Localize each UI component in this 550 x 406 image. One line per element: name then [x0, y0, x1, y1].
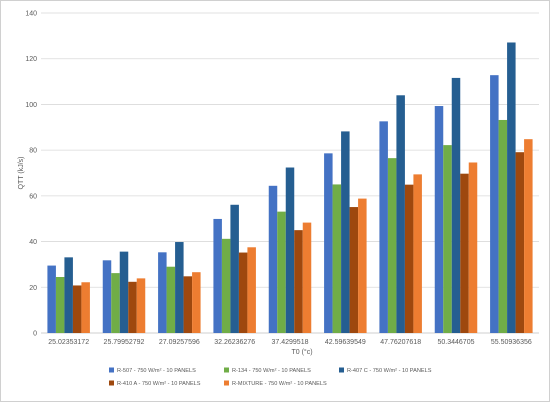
x-tick-label: 37.4299518 — [272, 339, 309, 346]
bar-2-9 — [498, 119, 508, 333]
bar-3-5 — [285, 167, 295, 333]
y-tick-label: 120 — [25, 56, 37, 63]
bar-4-3 — [183, 276, 193, 333]
x-tick-label: 25.02353172 — [48, 339, 89, 346]
bar-1-2 — [102, 260, 112, 333]
bar-2-3 — [166, 266, 176, 333]
x-tick-labels: 25.02353172 25.79952792 27.09257596 32.2623… — [48, 339, 532, 346]
y-tick-label: 100 — [25, 102, 37, 109]
bar-4-8 — [460, 173, 469, 333]
bar-1-9 — [490, 75, 499, 334]
bar-5-8 — [468, 162, 478, 333]
bar-5-2 — [136, 278, 146, 333]
bar-1-5 — [268, 185, 278, 333]
legend-label: R-407 C - 750 W/m² - 10 PANELS — [347, 368, 432, 374]
bar-1-6 — [324, 153, 333, 333]
bar-4-7 — [404, 184, 414, 333]
bar-5-3 — [192, 272, 201, 333]
bar-3-9 — [507, 42, 516, 333]
legend-label: R-507 - 750 W/m² - 10 PANELS — [117, 368, 196, 374]
bar-4-6 — [349, 207, 359, 333]
bar-1-3 — [158, 252, 167, 333]
legend: R-507 - 750 W/m² - 10 PANELS R-134 - 750 … — [109, 367, 432, 387]
bar-4-1 — [72, 285, 82, 333]
x-tick-label: 42.59639549 — [325, 339, 366, 346]
bar-1-8 — [434, 106, 444, 334]
x-tick-label: 25.79952792 — [104, 339, 145, 346]
x-axis-title: T0 (°c) — [291, 348, 312, 356]
bar-5-7 — [413, 174, 422, 333]
bar-1-7 — [379, 121, 388, 333]
y-tick-label: 80 — [29, 148, 37, 155]
bar-4-9 — [515, 152, 525, 333]
bar-3-2 — [119, 251, 129, 333]
bar-5-5 — [302, 222, 312, 333]
x-tick-label: 32.26236276 — [214, 339, 255, 346]
y-tick-label: 20 — [29, 285, 37, 292]
bar-5-9 — [524, 139, 533, 333]
bar-1-1 — [47, 265, 56, 333]
bar-3-1 — [64, 257, 73, 333]
bar-4-4 — [238, 252, 248, 333]
legend-label: R-134 - 750 W/m² - 10 PANELS — [232, 368, 311, 374]
bar-5-4 — [247, 247, 256, 333]
bar-5-6 — [358, 198, 367, 333]
bar-4-5 — [294, 230, 303, 333]
bar-2-7 — [387, 158, 397, 333]
bar-3-8 — [451, 77, 461, 334]
bar-2-8 — [443, 145, 452, 333]
bar-4-2 — [128, 281, 137, 333]
legend-label: R-410 A - 750 W/m² - 10 PANELS — [117, 381, 201, 387]
y-tick-label: 40 — [29, 239, 37, 246]
bar-2-2 — [111, 273, 120, 333]
y-axis-title: QTT (kJ/s) — [18, 157, 25, 190]
legend-label: R-MIXTURE - 750 W/m² - 10 PANELS — [232, 381, 327, 387]
legend-swatch — [109, 367, 114, 373]
bars — [47, 42, 533, 334]
legend-swatch — [109, 380, 114, 386]
legend-swatch — [224, 367, 229, 373]
x-tick-label: 47.76207618 — [380, 339, 421, 346]
y-tick-label: 0 — [33, 331, 37, 338]
bar-2-5 — [277, 211, 286, 333]
x-tick-label: 55.50936356 — [491, 339, 532, 346]
bar-3-4 — [230, 204, 239, 333]
bar-3-7 — [396, 95, 405, 334]
y-tick-label: 60 — [29, 193, 37, 200]
bar-2-6 — [332, 184, 342, 333]
x-tick-label: 50.3446705 — [438, 339, 475, 346]
bar-2-1 — [55, 277, 65, 333]
x-tick-label: 27.09257596 — [159, 339, 200, 346]
bar-1-4 — [213, 218, 222, 333]
bar-2-4 — [221, 238, 231, 333]
y-tick-label: 140 — [25, 11, 37, 18]
y-tick-labels: 0 20 40 60 80 100 120 140 — [25, 11, 37, 338]
legend-swatch — [339, 367, 344, 373]
bar-3-6 — [341, 131, 350, 333]
bar-5-1 — [81, 282, 90, 333]
legend-swatch — [224, 380, 229, 386]
bar-3-3 — [175, 242, 184, 333]
